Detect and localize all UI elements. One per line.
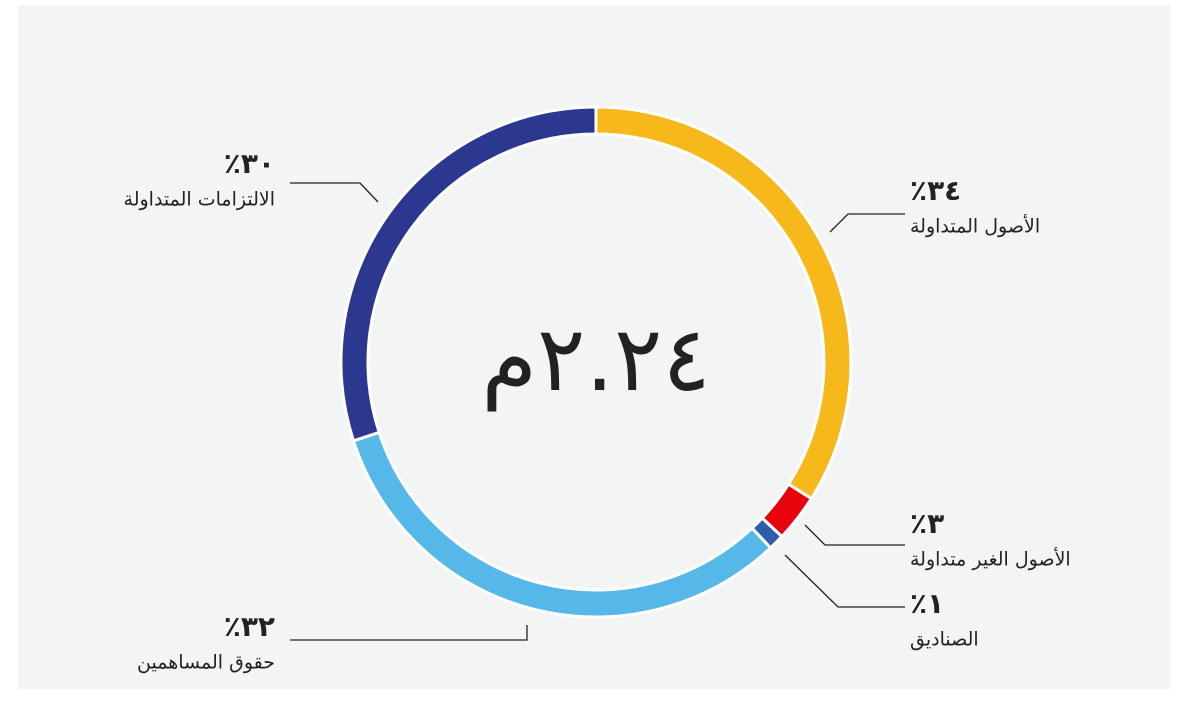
category-label: الأصول المتداولة — [910, 215, 1040, 238]
leader-line — [804, 524, 905, 546]
center-label: ٢.٢٤م — [481, 307, 710, 412]
value-label: ٪٣٠ — [224, 147, 275, 180]
donut-segment — [339, 105, 598, 443]
leader-line — [829, 213, 905, 233]
category-label: الصناديق — [910, 629, 979, 651]
category-label: الأصول الغير متداولة — [910, 548, 1071, 571]
value-label: ٪٣٢ — [224, 610, 275, 643]
leaders — [290, 182, 905, 641]
value-label: ٪٣ — [910, 507, 944, 540]
leader-line — [290, 182, 379, 203]
category-label: الالتزامات المتداولة — [124, 189, 275, 211]
leader-line — [784, 554, 905, 608]
category-label: حقوق المساهمين — [137, 652, 275, 674]
leader-line — [290, 625, 528, 641]
value-label: ٪١ — [910, 587, 944, 620]
value-label: ٪٣٤ — [910, 174, 961, 207]
